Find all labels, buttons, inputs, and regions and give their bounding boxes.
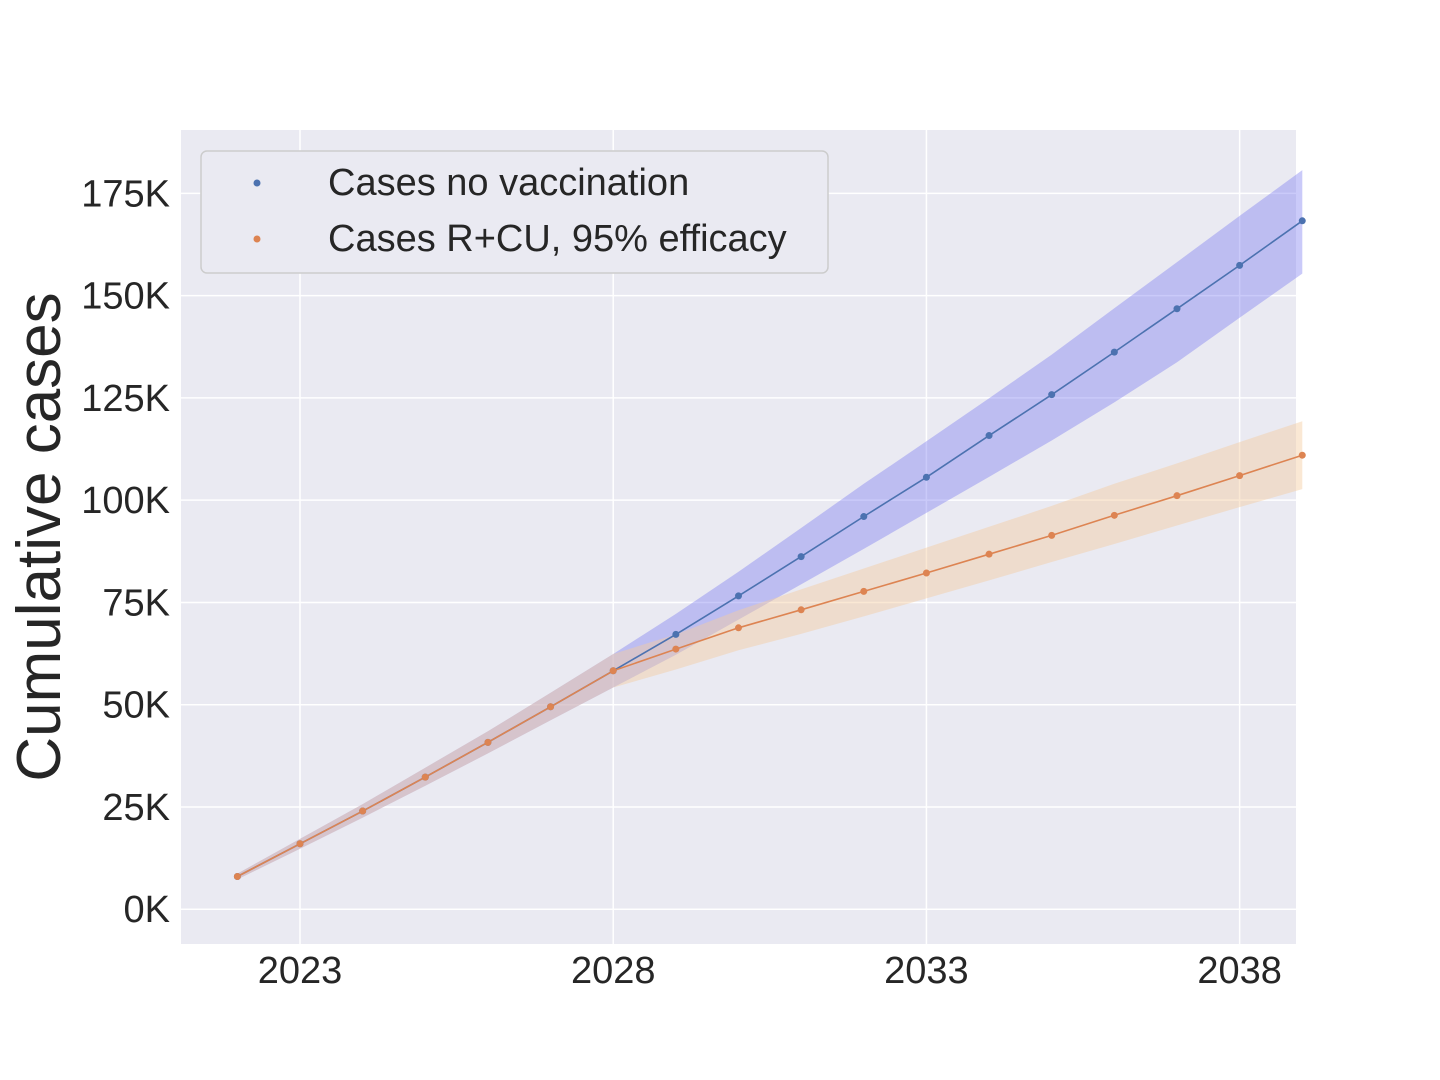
series-points: [233, 217, 1306, 881]
series-lines: [237, 220, 1303, 878]
y-tick-label: 0K: [124, 889, 170, 931]
y-axis-title: Cumulative cases: [5, 292, 74, 781]
data-point: [1173, 305, 1181, 313]
data-point: [985, 432, 993, 440]
data-point: [922, 473, 930, 481]
data-point: [985, 550, 993, 558]
y-tick-label: 50K: [102, 685, 170, 727]
x-tick-labels: 2023 2028 2033 2038: [258, 950, 1282, 992]
data-point: [421, 773, 429, 781]
data-point: [1236, 261, 1244, 269]
x-tick-label: 2033: [884, 950, 969, 992]
y-tick-label: 75K: [102, 582, 170, 624]
data-point: [1110, 348, 1118, 356]
data-point: [797, 606, 805, 614]
data-point: [1110, 511, 1118, 519]
y-tick-label: 25K: [102, 787, 170, 829]
data-point: [484, 738, 492, 746]
confidence-band-1: [237, 421, 1303, 880]
legend-marker-no-vaccination: [253, 179, 261, 187]
y-tick-label: 100K: [81, 480, 170, 522]
confidence-bands: [237, 170, 1303, 880]
legend-marker-rcu: [253, 235, 261, 243]
data-point: [359, 807, 367, 815]
data-point: [1236, 472, 1244, 480]
data-point: [922, 569, 930, 577]
legend-label-rcu: Cases R+CU, 95% efficacy: [328, 218, 787, 260]
data-point: [609, 667, 617, 675]
data-point: [1173, 492, 1181, 500]
data-point: [735, 624, 742, 632]
data-point: [1298, 451, 1306, 459]
data-point: [1048, 391, 1056, 399]
data-point: [735, 592, 742, 600]
grid: [181, 130, 1296, 944]
data-point: [860, 513, 868, 521]
legend-label-no-vaccination: Cases no vaccination: [328, 162, 689, 204]
data-point: [672, 630, 680, 638]
data-point: [296, 840, 304, 848]
data-point: [797, 553, 805, 561]
data-point: [233, 873, 241, 881]
x-tick-label: 2023: [258, 950, 343, 992]
data-point: [1298, 217, 1306, 225]
data-point: [860, 587, 868, 595]
data-point: [672, 645, 680, 653]
x-tick-label: 2028: [571, 950, 656, 992]
y-tick-label: 175K: [81, 173, 170, 215]
legend: Cases no vaccination Cases R+CU, 95% eff…: [200, 150, 829, 274]
x-tick-label: 2038: [1197, 950, 1282, 992]
y-tick-label: 150K: [81, 276, 170, 318]
legend-box: [200, 150, 829, 274]
y-tick-labels: 0K 25K 50K 75K 100K 125K 150K 175K: [81, 173, 170, 931]
data-point: [547, 703, 555, 711]
y-tick-label: 125K: [81, 378, 170, 420]
series-line-1: [237, 454, 1303, 878]
data-point: [1048, 531, 1056, 539]
